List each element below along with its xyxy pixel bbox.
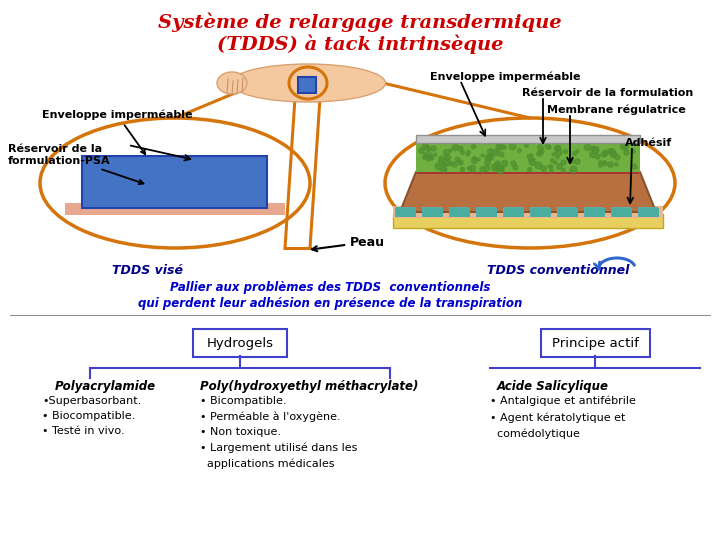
Text: • Antalgique et antifébrile
• Agent kératolytique et
  comédolytique: • Antalgique et antifébrile • Agent kéra… xyxy=(490,396,636,438)
Text: TDDS conventionnel: TDDS conventionnel xyxy=(487,264,629,276)
FancyBboxPatch shape xyxy=(477,208,497,217)
Text: Enveloppe imperméable: Enveloppe imperméable xyxy=(42,110,192,154)
FancyBboxPatch shape xyxy=(612,208,632,217)
Text: Réservoir de la formulation: Réservoir de la formulation xyxy=(522,88,693,98)
Text: Pallier aux problèmes des TDDS  conventionnels: Pallier aux problèmes des TDDS conventio… xyxy=(170,281,490,294)
FancyBboxPatch shape xyxy=(450,208,470,217)
FancyBboxPatch shape xyxy=(298,77,316,93)
FancyBboxPatch shape xyxy=(193,329,287,357)
FancyBboxPatch shape xyxy=(611,207,631,217)
Text: •Superbasorbant.
• Biocompatible.
• Testé in vivo.: •Superbasorbant. • Biocompatible. • Test… xyxy=(42,396,141,436)
FancyBboxPatch shape xyxy=(393,214,663,228)
Text: Système de relargage transdermique: Système de relargage transdermique xyxy=(158,12,562,32)
Text: Principe actif: Principe actif xyxy=(552,336,639,349)
Text: TDDS visé: TDDS visé xyxy=(112,264,184,276)
Text: Poly(hydroxyethyl méthacrylate): Poly(hydroxyethyl méthacrylate) xyxy=(200,380,418,393)
Text: Adhésif: Adhésif xyxy=(625,138,672,148)
FancyBboxPatch shape xyxy=(416,135,640,143)
Ellipse shape xyxy=(230,64,385,102)
Text: Hydrogels: Hydrogels xyxy=(207,336,274,349)
Ellipse shape xyxy=(217,72,247,94)
FancyBboxPatch shape xyxy=(584,207,604,217)
Text: (TDDS) à tack intrinsèque: (TDDS) à tack intrinsèque xyxy=(217,34,503,54)
FancyBboxPatch shape xyxy=(396,208,416,217)
FancyBboxPatch shape xyxy=(82,156,267,208)
Text: Acide Salicylique: Acide Salicylique xyxy=(497,380,609,393)
FancyBboxPatch shape xyxy=(449,207,469,217)
FancyBboxPatch shape xyxy=(476,207,496,217)
FancyBboxPatch shape xyxy=(504,208,524,217)
Text: Réservoir de la
formulation-PSA: Réservoir de la formulation-PSA xyxy=(8,144,143,184)
FancyBboxPatch shape xyxy=(530,207,550,217)
FancyBboxPatch shape xyxy=(558,208,578,217)
FancyBboxPatch shape xyxy=(541,329,650,357)
FancyBboxPatch shape xyxy=(395,207,415,217)
Text: Polyacrylamide: Polyacrylamide xyxy=(55,380,156,393)
FancyBboxPatch shape xyxy=(393,206,663,218)
Text: Enveloppe imperméable: Enveloppe imperméable xyxy=(430,72,580,82)
FancyBboxPatch shape xyxy=(638,207,658,217)
FancyBboxPatch shape xyxy=(423,208,443,217)
FancyBboxPatch shape xyxy=(585,208,605,217)
FancyBboxPatch shape xyxy=(422,207,442,217)
FancyBboxPatch shape xyxy=(557,207,577,217)
FancyBboxPatch shape xyxy=(65,203,285,215)
FancyBboxPatch shape xyxy=(503,207,523,217)
Polygon shape xyxy=(400,172,656,212)
Polygon shape xyxy=(416,143,640,172)
FancyBboxPatch shape xyxy=(639,208,659,217)
Text: Peau: Peau xyxy=(312,235,385,251)
Text: • Bicompatible.
• Perméable à l'oxygène.
• Non toxique.
• Largement utilisé dans: • Bicompatible. • Perméable à l'oxygène.… xyxy=(200,396,357,469)
FancyBboxPatch shape xyxy=(531,208,551,217)
Text: Membrane régulatrice: Membrane régulatrice xyxy=(547,105,685,115)
Text: qui perdent leur adhésion en présence de la transpiration: qui perdent leur adhésion en présence de… xyxy=(138,296,522,309)
